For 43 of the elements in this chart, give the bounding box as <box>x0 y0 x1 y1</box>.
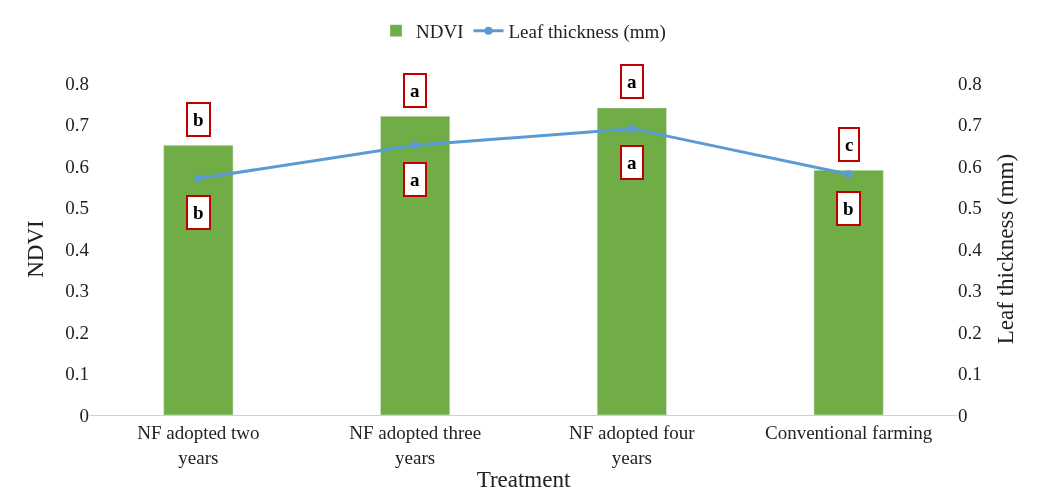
annotation: c <box>845 134 854 155</box>
y-tick-label: 0.2 <box>65 321 89 343</box>
point <box>627 124 636 133</box>
y2-axis-title: Leaf thickness (mm) <box>992 153 1018 345</box>
point <box>194 174 203 183</box>
legend-label: Leaf thickness (mm) <box>508 21 666 44</box>
y2-tick-label: 0.1 <box>958 363 982 385</box>
y-tick-label: 0.4 <box>65 238 90 260</box>
y-tick-label: 0.6 <box>65 155 89 177</box>
annotation: b <box>843 198 854 219</box>
y-tick-label: 0.8 <box>65 72 89 94</box>
annotation: a <box>627 71 637 92</box>
point <box>844 170 853 179</box>
annotation: a <box>627 152 637 173</box>
bar <box>380 115 451 415</box>
x-tick-label: NF adopted three years <box>349 421 482 468</box>
y-tick-label: 0.5 <box>65 197 89 219</box>
annotation: b <box>193 109 204 130</box>
annotation: a <box>410 80 420 101</box>
y2-tick-label: 0.3 <box>958 280 982 302</box>
y-tick-label: 0.7 <box>65 114 89 136</box>
y-axis-title: NDVI <box>22 220 48 278</box>
bar <box>813 169 884 415</box>
x-tick-label: Conventional farming <box>764 421 933 443</box>
y2-tick-label: 0.6 <box>958 155 982 177</box>
legend-label: NDVI <box>416 21 464 43</box>
y2-tick-label: 0.8 <box>958 72 982 94</box>
bar <box>596 107 667 415</box>
y2-tick-label: 0.7 <box>958 114 982 136</box>
y2-tick-label: 0.5 <box>958 197 982 219</box>
y-tick-label: 0.3 <box>65 280 89 302</box>
y2-tick-label: 0 <box>958 404 968 426</box>
x-axis-title: Treatment <box>476 467 571 493</box>
point <box>411 141 420 150</box>
annotation: b <box>193 202 204 223</box>
y-tick-label: 0.1 <box>65 363 89 385</box>
x-tick-label: NF adopted two years <box>137 421 260 468</box>
x-tick-label: NF adopted four years <box>569 421 696 468</box>
y2-tick-label: 0.4 <box>958 238 983 260</box>
annotation: a <box>410 169 420 190</box>
y2-tick-label: 0.2 <box>958 321 982 343</box>
y-tick-label: 0 <box>79 404 89 426</box>
bar <box>163 145 234 415</box>
